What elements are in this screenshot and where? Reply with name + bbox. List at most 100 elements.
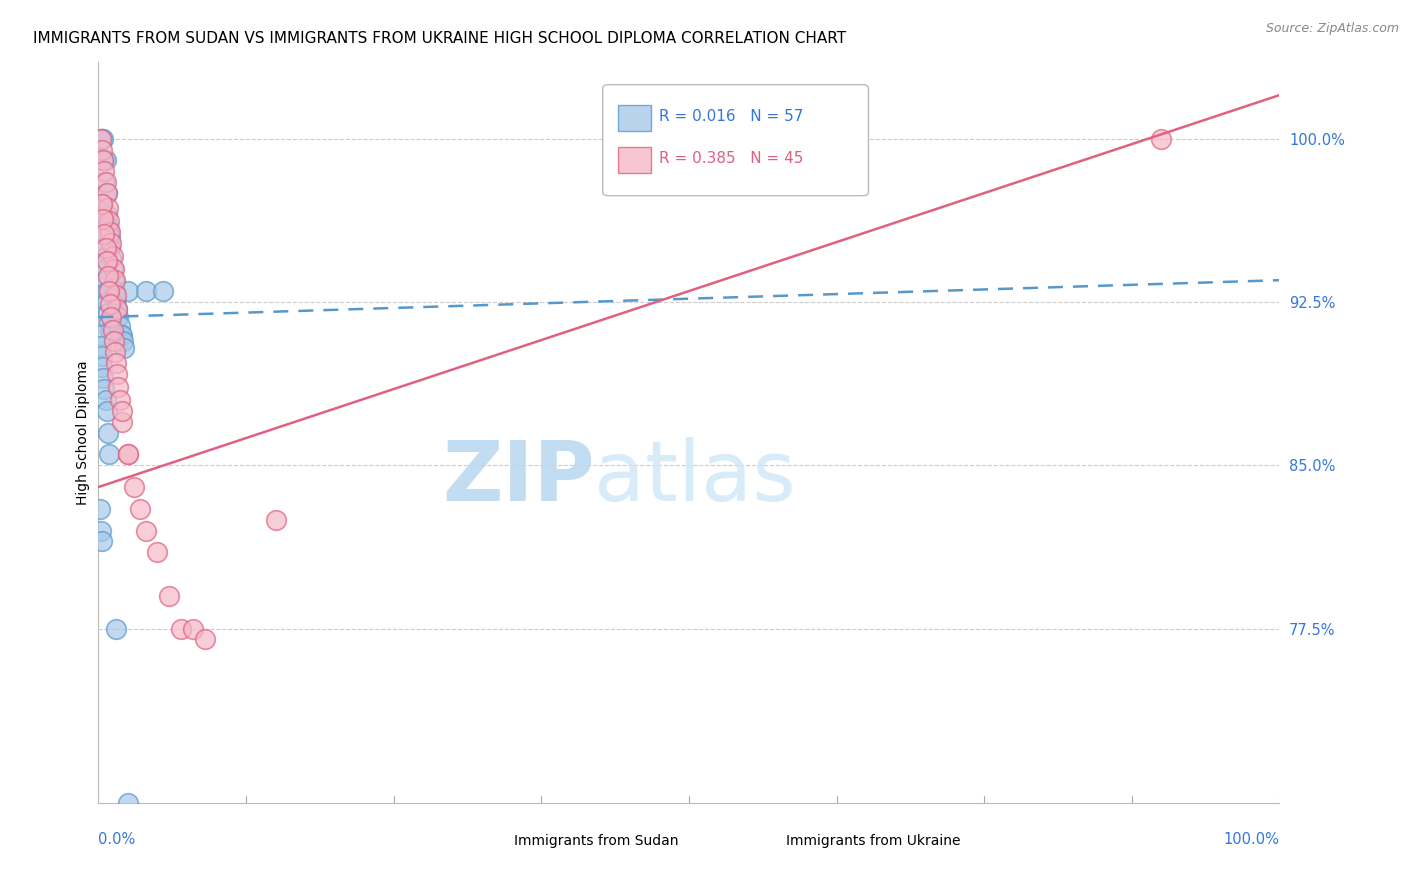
FancyBboxPatch shape xyxy=(619,104,651,131)
Point xyxy=(152,284,174,298)
Point xyxy=(97,202,120,216)
Point xyxy=(91,153,114,168)
Point xyxy=(98,229,121,244)
Point xyxy=(93,164,115,178)
Point xyxy=(117,796,139,810)
Point xyxy=(107,380,129,394)
FancyBboxPatch shape xyxy=(603,85,869,195)
Point xyxy=(111,327,134,342)
FancyBboxPatch shape xyxy=(754,830,780,851)
Point xyxy=(98,240,121,254)
Point xyxy=(91,371,114,385)
Point xyxy=(105,288,128,302)
Point xyxy=(94,240,117,254)
Point xyxy=(91,360,114,375)
Point xyxy=(96,253,118,268)
Point xyxy=(104,345,127,359)
Point xyxy=(146,545,169,559)
Point xyxy=(111,415,134,429)
Point xyxy=(170,622,193,636)
Point xyxy=(98,284,121,298)
Point xyxy=(194,632,217,647)
Point xyxy=(104,284,127,298)
Text: ZIP: ZIP xyxy=(441,436,595,517)
Point xyxy=(93,227,115,242)
Point xyxy=(96,295,118,310)
Point xyxy=(1150,131,1173,145)
Point xyxy=(91,212,114,227)
Point xyxy=(96,284,118,298)
Point xyxy=(103,273,125,287)
Point xyxy=(157,589,180,603)
Text: IMMIGRANTS FROM SUDAN VS IMMIGRANTS FROM UKRAINE HIGH SCHOOL DIPLOMA CORRELATION: IMMIGRANTS FROM SUDAN VS IMMIGRANTS FROM… xyxy=(34,31,846,46)
Point xyxy=(112,334,135,348)
Point xyxy=(117,284,139,298)
Point xyxy=(100,310,122,325)
Point xyxy=(105,293,128,307)
FancyBboxPatch shape xyxy=(619,147,651,173)
Point xyxy=(112,341,135,355)
Text: 0.0%: 0.0% xyxy=(98,832,135,847)
Point xyxy=(94,392,117,407)
Point xyxy=(91,131,114,145)
Point xyxy=(97,306,120,320)
Point xyxy=(101,323,124,337)
Point xyxy=(128,501,150,516)
Text: R = 0.016   N = 57: R = 0.016 N = 57 xyxy=(659,109,804,124)
Point xyxy=(91,350,114,364)
Point xyxy=(100,236,122,251)
Point xyxy=(89,501,111,516)
Text: R = 0.385   N = 45: R = 0.385 N = 45 xyxy=(659,151,804,166)
Point xyxy=(94,273,117,287)
Point xyxy=(90,131,112,145)
Point xyxy=(108,318,131,333)
Point xyxy=(107,310,129,325)
Point xyxy=(98,214,121,228)
Point xyxy=(93,175,115,189)
Point xyxy=(135,284,157,298)
Point xyxy=(97,219,120,233)
Point xyxy=(90,131,112,145)
Point xyxy=(91,153,114,168)
Point xyxy=(105,622,128,636)
Text: Immigrants from Ukraine: Immigrants from Ukraine xyxy=(786,834,960,848)
Point xyxy=(93,240,115,254)
Point xyxy=(97,425,120,440)
Point xyxy=(91,131,114,145)
Point xyxy=(93,382,115,396)
Point xyxy=(103,334,125,348)
Point xyxy=(97,268,120,283)
Text: Source: ZipAtlas.com: Source: ZipAtlas.com xyxy=(1265,22,1399,36)
Point xyxy=(96,186,118,200)
Point xyxy=(98,314,121,328)
Point xyxy=(104,273,127,287)
Point xyxy=(101,262,124,277)
Point xyxy=(111,404,134,418)
Point xyxy=(93,252,115,266)
Point xyxy=(98,223,121,237)
Point xyxy=(98,297,121,311)
Point xyxy=(94,186,117,200)
Y-axis label: High School Diploma: High School Diploma xyxy=(76,360,90,505)
Text: atlas: atlas xyxy=(595,436,796,517)
Point xyxy=(105,356,128,370)
Point xyxy=(105,367,128,381)
Text: Immigrants from Sudan: Immigrants from Sudan xyxy=(515,834,679,848)
Point xyxy=(103,262,125,277)
Point xyxy=(264,513,287,527)
Point xyxy=(96,186,118,200)
FancyBboxPatch shape xyxy=(482,830,508,851)
Point xyxy=(110,327,132,342)
Point xyxy=(96,404,118,418)
Point xyxy=(98,225,121,239)
Point xyxy=(181,622,204,636)
Point xyxy=(117,447,139,461)
Point xyxy=(91,197,114,211)
Point xyxy=(91,143,114,157)
Point xyxy=(98,323,121,337)
Point xyxy=(94,262,117,277)
Point xyxy=(90,327,112,342)
Point xyxy=(91,208,114,222)
Point xyxy=(135,524,157,538)
Point xyxy=(117,447,139,461)
